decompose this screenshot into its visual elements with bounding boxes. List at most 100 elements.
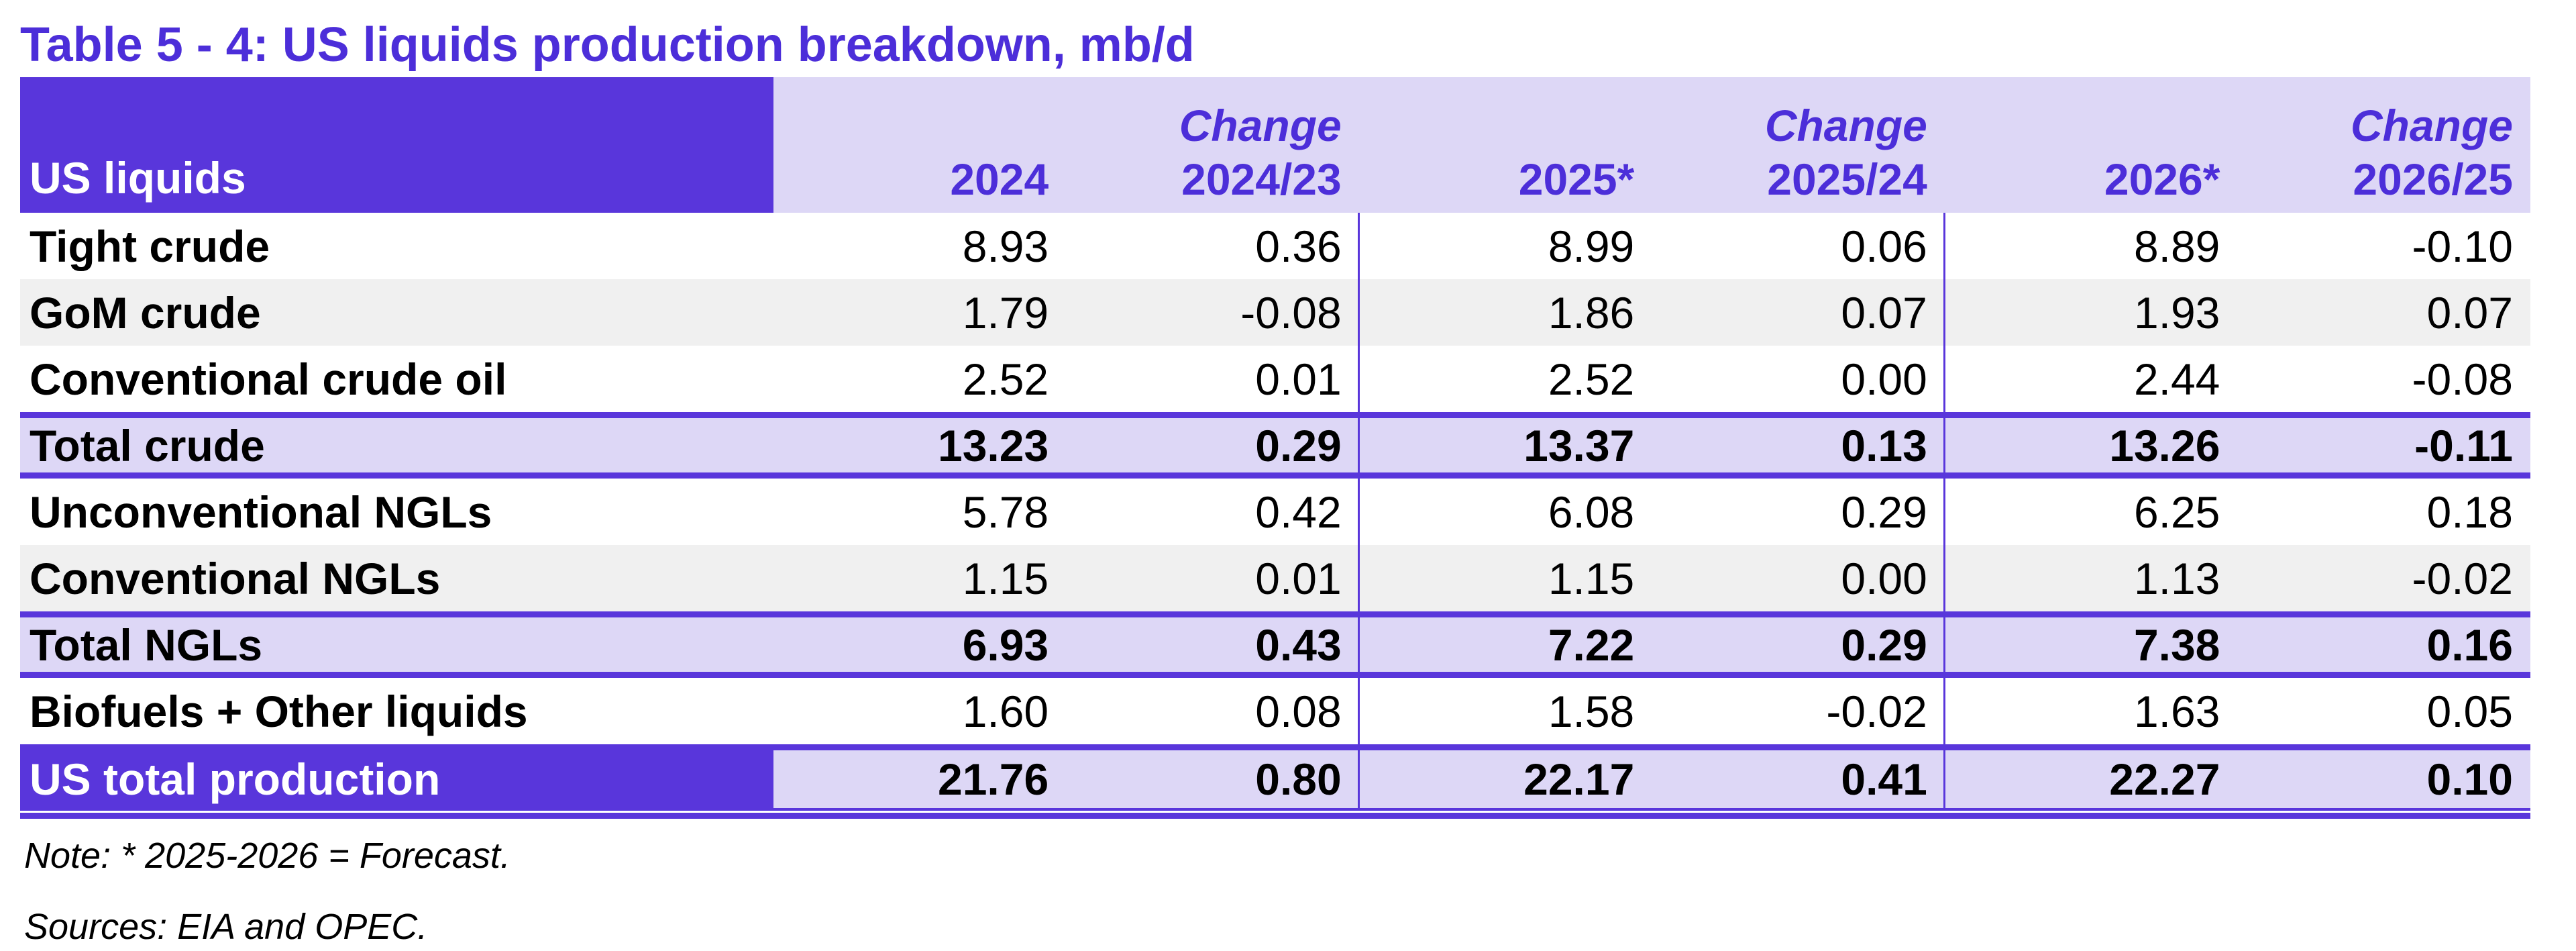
value-cell: 7.22 [1548, 619, 1635, 670]
table-row-us-total: US total production 21.76 0.80 22.17 0.4… [20, 744, 2530, 811]
change-header: Change [1764, 101, 1927, 150]
value-cell: 0.13 [1841, 420, 1927, 470]
table-row-total-ngls: Total NGLs 6.93 0.43 7.22 0.29 7.38 0.16 [20, 611, 2530, 678]
value-cell: 0.29 [1255, 420, 1342, 470]
value-cell: -0.10 [2412, 221, 2513, 271]
value-cell: -0.02 [1826, 686, 1927, 736]
column-header-2025-24: Change 2025/24 [1652, 77, 1945, 213]
value-cell: 0.16 [2426, 619, 2513, 670]
column-header-2024: 2024 [773, 77, 1067, 213]
value-cell: 22.27 [2109, 754, 2220, 804]
value-cell: 6.08 [1548, 487, 1635, 537]
value-cell: -0.11 [2414, 420, 2513, 470]
row-label: Total NGLs [30, 619, 263, 670]
corner-header-cell: US liquids [20, 77, 773, 213]
value-cell: 13.37 [1523, 420, 1635, 470]
value-cell: 0.07 [1841, 287, 1927, 338]
table-note: Note: * 2025-2026 = Forecast. [24, 836, 511, 876]
value-cell: 0.80 [1255, 754, 1342, 804]
value-cell: 0.01 [1255, 354, 1342, 404]
corner-header-label: US liquids [30, 153, 246, 203]
value-cell: 1.86 [1548, 287, 1635, 338]
table-row-total-crude: Total crude 13.23 0.29 13.37 0.13 13.26 … [20, 412, 2530, 479]
change-header-spacer [1945, 100, 2220, 147]
year-header: 2025* [1518, 154, 1635, 204]
value-cell: 0.08 [1255, 686, 1342, 736]
value-cell: 1.63 [2133, 686, 2220, 736]
value-cell: 0.10 [2426, 754, 2513, 804]
value-cell: 6.93 [962, 619, 1049, 670]
value-cell: 8.89 [2133, 221, 2220, 271]
change-header-spacer [1359, 100, 1635, 147]
column-group-divider [1943, 213, 1945, 811]
value-cell: 22.17 [1523, 754, 1635, 804]
table-bottom-border [20, 813, 2530, 819]
value-cell: 1.79 [962, 287, 1049, 338]
table-row: Conventional crude oil 2.52 0.01 2.52 0.… [20, 346, 2530, 412]
year-header: 2026* [2104, 154, 2220, 204]
value-cell: 0.18 [2426, 487, 2513, 537]
value-cell: 0.29 [1841, 487, 1927, 537]
column-header-2025: 2025* [1359, 77, 1652, 213]
year-header: 2026/25 [2353, 154, 2513, 204]
value-cell: 0.06 [1841, 221, 1927, 271]
column-header-2024-23: Change 2024/23 [1066, 77, 1359, 213]
value-cell: 0.42 [1255, 487, 1342, 537]
value-cell: 2.52 [1548, 354, 1635, 404]
row-label: Biofuels + Other liquids [30, 686, 528, 736]
value-cell: 8.93 [962, 221, 1049, 271]
row-label: US total production [20, 750, 773, 808]
value-cell: 1.58 [1548, 686, 1635, 736]
value-cell: 1.60 [962, 686, 1049, 736]
year-header: 2025/24 [1767, 154, 1927, 204]
value-cell: 2.52 [962, 354, 1049, 404]
change-header: Change [1179, 101, 1342, 150]
value-cell: -0.02 [2412, 553, 2513, 603]
value-cell: 13.26 [2109, 420, 2220, 470]
column-header-2026: 2026* [1945, 77, 2238, 213]
row-label: Tight crude [30, 221, 270, 271]
row-label: Total crude [30, 420, 265, 470]
table-row: Conventional NGLs 1.15 0.01 1.15 0.00 1.… [20, 545, 2530, 611]
year-header: 2024 [950, 154, 1049, 204]
value-cell: 0.01 [1255, 553, 1342, 603]
value-cell: 5.78 [962, 487, 1049, 537]
value-cell: 21.76 [937, 754, 1049, 804]
value-cell: 0.43 [1255, 619, 1342, 670]
value-cell: 0.00 [1841, 354, 1927, 404]
year-header: 2024/23 [1181, 154, 1342, 204]
column-group-divider [1357, 213, 1360, 811]
row-label: Conventional crude oil [30, 354, 507, 404]
value-cell: 0.07 [2426, 287, 2513, 338]
us-liquids-table: US liquids 2024 Change 2024/23 2025* Cha… [20, 77, 2530, 819]
value-cell: 1.93 [2133, 287, 2220, 338]
row-label: Conventional NGLs [30, 553, 441, 603]
value-cell: 6.25 [2133, 487, 2220, 537]
value-cell: 8.99 [1548, 221, 1635, 271]
table-header: US liquids 2024 Change 2024/23 2025* Cha… [20, 77, 2530, 213]
value-cell: 0.05 [2426, 686, 2513, 736]
row-label: Unconventional NGLs [30, 487, 492, 537]
table-row: GoM crude 1.79 -0.08 1.86 0.07 1.93 0.07 [20, 279, 2530, 346]
value-cell: 13.23 [937, 420, 1049, 470]
value-cell: 0.00 [1841, 553, 1927, 603]
value-cell: -0.08 [1240, 287, 1342, 338]
table-row: Biofuels + Other liquids 1.60 0.08 1.58 … [20, 678, 2530, 744]
table-row: Unconventional NGLs 5.78 0.42 6.08 0.29 … [20, 479, 2530, 545]
value-cell: 0.41 [1841, 754, 1927, 804]
table-sources: Sources: EIA and OPEC. [24, 907, 428, 947]
value-cell: 1.13 [2133, 553, 2220, 603]
change-header: Change [2350, 101, 2513, 150]
value-cell: 1.15 [962, 553, 1049, 603]
table-row: Tight crude 8.93 0.36 8.99 0.06 8.89 -0.… [20, 213, 2530, 279]
value-cell: 0.29 [1841, 619, 1927, 670]
value-cell: 7.38 [2133, 619, 2220, 670]
row-label: GoM crude [30, 287, 261, 338]
value-cell: -0.08 [2412, 354, 2513, 404]
column-header-2026-25: Change 2026/25 [2237, 77, 2530, 213]
value-cell: 2.44 [2133, 354, 2220, 404]
table-title: Table 5 - 4: US liquids production break… [20, 18, 1195, 72]
value-cell: 1.15 [1548, 553, 1635, 603]
change-header-spacer [773, 100, 1049, 147]
